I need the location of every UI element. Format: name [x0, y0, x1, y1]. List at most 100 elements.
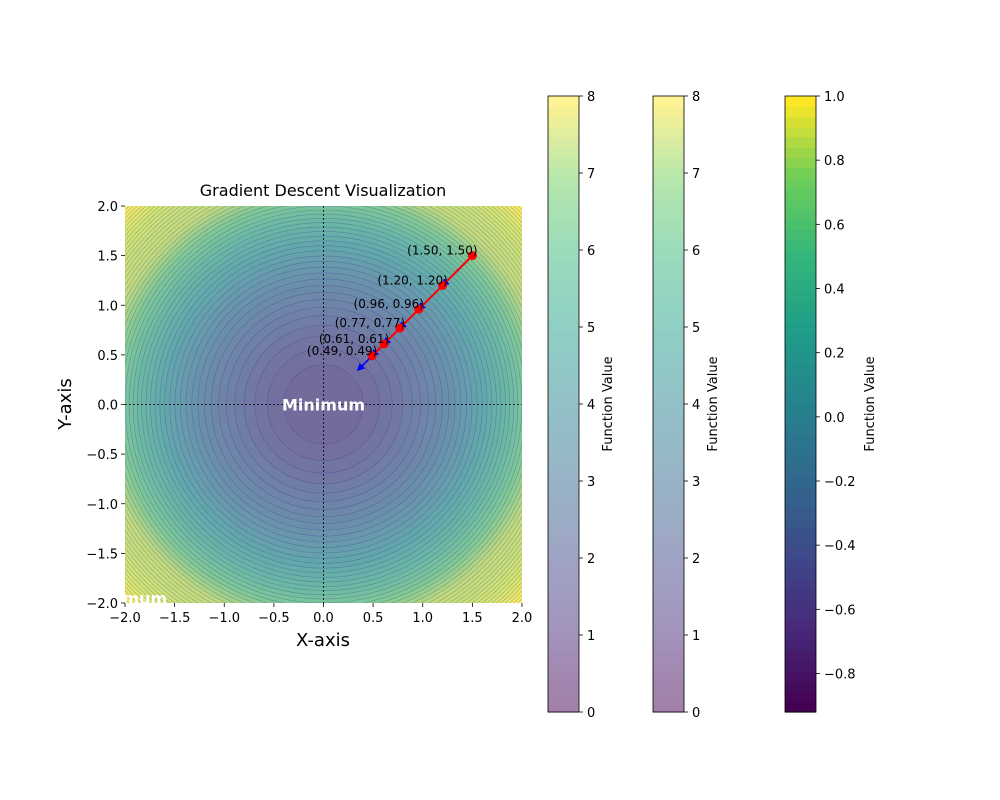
colorbar-segment	[653, 311, 684, 323]
colorbar-segment	[548, 116, 579, 128]
colorbar-segment	[548, 475, 579, 487]
colorbar-segment	[548, 486, 579, 497]
colorbar-segment	[653, 670, 684, 682]
y-tick-label: 0.0	[97, 399, 118, 414]
colorbar-segment	[548, 157, 579, 169]
x-tick-label: 1.5	[462, 611, 483, 626]
colorbar-segment	[653, 352, 684, 364]
colorbar-tick-label: 1.0	[824, 90, 845, 105]
colorbar-segment	[785, 465, 816, 477]
colorbar-segment	[548, 537, 579, 549]
colorbar-segment	[653, 126, 684, 138]
colorbar-segment	[785, 229, 816, 241]
y-tick-label: −1.5	[86, 547, 118, 562]
x-tick-label: −2.0	[109, 611, 141, 626]
colorbar-segment	[548, 301, 579, 313]
colorbar-segment	[785, 321, 816, 333]
colorbar: −0.8 −0.6 −0.4 −0.2 0.0 0.2 0.4 0.6 0.8 1.0 Functi…	[784, 90, 878, 713]
colorbar-segment	[548, 629, 579, 641]
colorbar-segment	[548, 362, 579, 374]
colorbar-segment	[785, 650, 816, 662]
colorbar-tick-label: 0	[587, 706, 595, 721]
colorbar-segment	[785, 506, 816, 518]
colorbar-segment	[653, 167, 684, 179]
x-axis: −2.0 −1.5 −1.0 −0.5 0.0 0.5 1.0 1.5 2.0	[109, 603, 532, 626]
colorbar-tick-label: 7	[587, 167, 595, 182]
colorbar-segment	[785, 188, 816, 200]
y-tick-label: −1.0	[86, 498, 118, 513]
path-point-label: (1.50, 1.50)	[407, 244, 477, 258]
colorbar-tick-label: 8	[692, 90, 700, 105]
colorbar-segment	[548, 424, 579, 436]
colorbar-segment	[785, 219, 816, 231]
colorbar-tick-label: 5	[587, 321, 595, 336]
colorbar-segment	[653, 250, 684, 261]
colorbar-segment	[548, 434, 579, 446]
colorbar-segment	[548, 650, 579, 662]
colorbar-segment	[548, 332, 579, 343]
colorbar-segment	[785, 147, 816, 159]
colorbar-tick-label: 2	[587, 552, 595, 567]
colorbar-segment	[548, 311, 579, 323]
colorbar-segment	[785, 516, 816, 528]
colorbar-segment	[653, 547, 684, 559]
colorbar-segment	[785, 137, 816, 148]
x-tick-label: 0.5	[363, 611, 384, 626]
colorbar-tick-label: 1	[692, 629, 700, 644]
colorbar-tick-label: 7	[692, 167, 700, 182]
colorbar-segment	[653, 701, 684, 713]
colorbar-segment	[785, 486, 816, 497]
colorbar-segment	[653, 260, 684, 272]
colorbar-segment	[653, 137, 684, 148]
colorbar-tick-label: 8	[587, 90, 595, 105]
colorbar-segment	[785, 404, 816, 415]
annotation-label: mum	[122, 589, 167, 608]
colorbar-segment	[653, 321, 684, 333]
colorbar-segment	[785, 547, 816, 559]
colorbar-tick-label: 3	[692, 475, 700, 490]
colorbar-segment	[785, 537, 816, 549]
colorbar-segment	[785, 291, 816, 302]
colorbar-segment	[548, 137, 579, 148]
colorbar-segment	[785, 568, 816, 580]
colorbar: 0 1 2 3 4 5 6 7 8 Function Value	[652, 90, 721, 721]
colorbar-segment	[653, 414, 684, 426]
path-point-label: (0.96, 0.96)	[354, 297, 424, 311]
colorbar-segment	[653, 629, 684, 641]
colorbar-segment	[653, 342, 684, 354]
y-axis-label: Y-axis	[55, 378, 76, 430]
colorbar-segment	[653, 465, 684, 477]
colorbar-segment	[653, 516, 684, 528]
colorbar-segment	[785, 157, 816, 169]
colorbar-segment	[653, 434, 684, 446]
colorbar-segment	[548, 291, 579, 302]
colorbar-segment	[653, 496, 684, 508]
colorbar-segment	[785, 116, 816, 128]
colorbar-segment	[548, 106, 579, 118]
colorbar-segment	[653, 373, 684, 385]
colorbar-segment	[548, 239, 579, 251]
colorbar-segment	[548, 506, 579, 518]
colorbar-segment	[548, 609, 579, 621]
colorbar-segment	[785, 670, 816, 682]
colorbar-segment	[785, 352, 816, 364]
colorbar-segment	[785, 393, 816, 405]
colorbar-segment	[653, 270, 684, 282]
colorbar-segment	[785, 383, 816, 395]
colorbar-tick-label: 0.2	[824, 347, 845, 362]
colorbar-segment	[653, 578, 684, 590]
y-tick-label: 1.5	[97, 250, 118, 265]
colorbar-segment	[548, 229, 579, 241]
colorbar-segment	[653, 619, 684, 631]
colorbar-segment	[653, 157, 684, 169]
colorbar-segment	[653, 301, 684, 313]
colorbar-segment	[548, 588, 579, 600]
colorbar-segment	[653, 475, 684, 487]
path-point-label: (0.49, 0.49)	[307, 344, 377, 358]
y-tick-label: −2.0	[86, 597, 118, 612]
colorbar-segment	[785, 260, 816, 272]
colorbar-segment	[653, 609, 684, 621]
colorbar-tick-label: 0.0	[824, 411, 845, 426]
colorbar-segment	[548, 455, 579, 467]
